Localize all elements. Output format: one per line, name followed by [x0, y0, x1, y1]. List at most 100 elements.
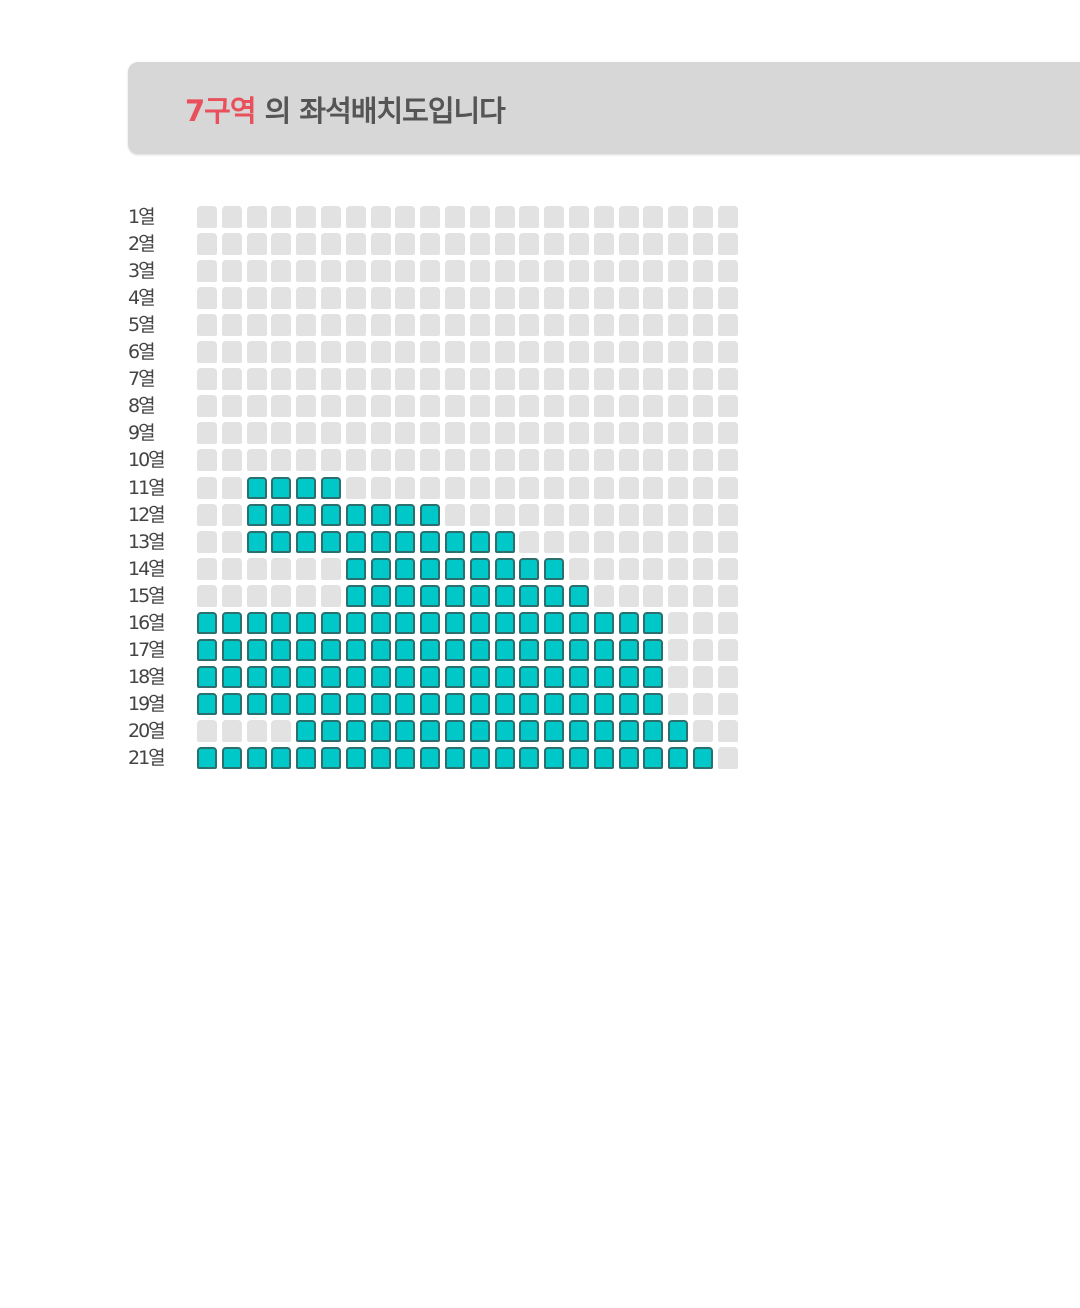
seat-available[interactable] [519, 584, 540, 607]
seat-available[interactable] [469, 584, 490, 607]
seat-available[interactable] [519, 638, 540, 661]
seat-available[interactable] [197, 665, 217, 688]
seat-available[interactable] [420, 747, 441, 769]
seat-available[interactable] [395, 638, 416, 661]
seat-available[interactable] [445, 719, 465, 742]
seat-available[interactable] [445, 747, 465, 769]
seat-available[interactable] [271, 638, 292, 661]
seat-available[interactable] [321, 476, 341, 499]
seat-available[interactable] [643, 747, 664, 769]
seat-available[interactable] [593, 747, 614, 769]
seat-available[interactable] [593, 665, 614, 688]
seat-available[interactable] [445, 530, 465, 553]
seat-available[interactable] [345, 530, 366, 553]
seat-available[interactable] [544, 719, 565, 742]
seat-available[interactable] [519, 665, 540, 688]
seat-available[interactable] [469, 611, 490, 634]
seat-available[interactable] [370, 611, 391, 634]
seat-available[interactable] [643, 665, 664, 688]
seat-available[interactable] [569, 611, 589, 634]
seat-available[interactable] [395, 719, 416, 742]
seat-available[interactable] [197, 638, 217, 661]
seat-available[interactable] [197, 611, 217, 634]
seat-available[interactable] [221, 638, 242, 661]
seat-available[interactable] [370, 747, 391, 769]
seat-available[interactable] [494, 692, 515, 715]
seat-available[interactable] [593, 638, 614, 661]
seat-available[interactable] [296, 503, 317, 526]
seat-available[interactable] [246, 665, 267, 688]
seat-available[interactable] [197, 747, 217, 769]
seat-available[interactable] [618, 638, 639, 661]
seat-available[interactable] [519, 692, 540, 715]
seat-available[interactable] [445, 584, 465, 607]
seat-available[interactable] [519, 747, 540, 769]
seat-available[interactable] [544, 584, 565, 607]
seat-available[interactable] [618, 611, 639, 634]
seat-available[interactable] [469, 747, 490, 769]
seat-available[interactable] [345, 665, 366, 688]
seat-available[interactable] [221, 747, 242, 769]
seat-available[interactable] [593, 611, 614, 634]
seat-available[interactable] [370, 557, 391, 580]
seat-available[interactable] [370, 719, 391, 742]
seat-available[interactable] [395, 611, 416, 634]
seat-available[interactable] [569, 719, 589, 742]
seat-available[interactable] [693, 747, 713, 769]
seat-available[interactable] [643, 638, 664, 661]
seat-available[interactable] [345, 503, 366, 526]
seat-available[interactable] [345, 584, 366, 607]
seat-available[interactable] [445, 557, 465, 580]
seat-available[interactable] [271, 503, 292, 526]
seat-available[interactable] [296, 747, 317, 769]
seat-available[interactable] [469, 719, 490, 742]
seat-available[interactable] [246, 692, 267, 715]
seat-available[interactable] [519, 719, 540, 742]
seat-available[interactable] [593, 692, 614, 715]
seat-available[interactable] [246, 503, 267, 526]
seat-available[interactable] [494, 611, 515, 634]
seat-available[interactable] [569, 692, 589, 715]
seat-available[interactable] [643, 719, 664, 742]
seat-available[interactable] [420, 503, 441, 526]
seat-available[interactable] [370, 530, 391, 553]
seat-available[interactable] [544, 665, 565, 688]
seat-available[interactable] [296, 611, 317, 634]
seat-available[interactable] [395, 530, 416, 553]
seat-available[interactable] [420, 557, 441, 580]
seat-available[interactable] [321, 638, 341, 661]
seat-available[interactable] [519, 611, 540, 634]
seat-available[interactable] [445, 611, 465, 634]
seat-available[interactable] [395, 665, 416, 688]
seat-available[interactable] [544, 557, 565, 580]
seat-available[interactable] [469, 530, 490, 553]
seat-available[interactable] [618, 747, 639, 769]
seat-available[interactable] [445, 692, 465, 715]
seat-available[interactable] [271, 476, 292, 499]
seat-available[interactable] [420, 638, 441, 661]
seat-available[interactable] [420, 719, 441, 742]
seat-available[interactable] [494, 665, 515, 688]
seat-available[interactable] [569, 638, 589, 661]
seat-available[interactable] [494, 719, 515, 742]
seat-available[interactable] [494, 530, 515, 553]
seat-available[interactable] [668, 719, 689, 742]
seat-available[interactable] [420, 530, 441, 553]
seat-available[interactable] [271, 611, 292, 634]
seat-available[interactable] [395, 557, 416, 580]
seat-available[interactable] [345, 557, 366, 580]
seat-available[interactable] [544, 638, 565, 661]
seat-available[interactable] [420, 692, 441, 715]
seat-available[interactable] [395, 692, 416, 715]
seat-available[interactable] [445, 665, 465, 688]
seat-available[interactable] [321, 530, 341, 553]
seat-available[interactable] [494, 557, 515, 580]
seat-available[interactable] [345, 611, 366, 634]
seat-available[interactable] [296, 719, 317, 742]
seat-available[interactable] [370, 638, 391, 661]
seat-available[interactable] [469, 557, 490, 580]
seat-available[interactable] [494, 584, 515, 607]
seat-available[interactable] [643, 692, 664, 715]
seat-available[interactable] [345, 747, 366, 769]
seat-available[interactable] [420, 611, 441, 634]
